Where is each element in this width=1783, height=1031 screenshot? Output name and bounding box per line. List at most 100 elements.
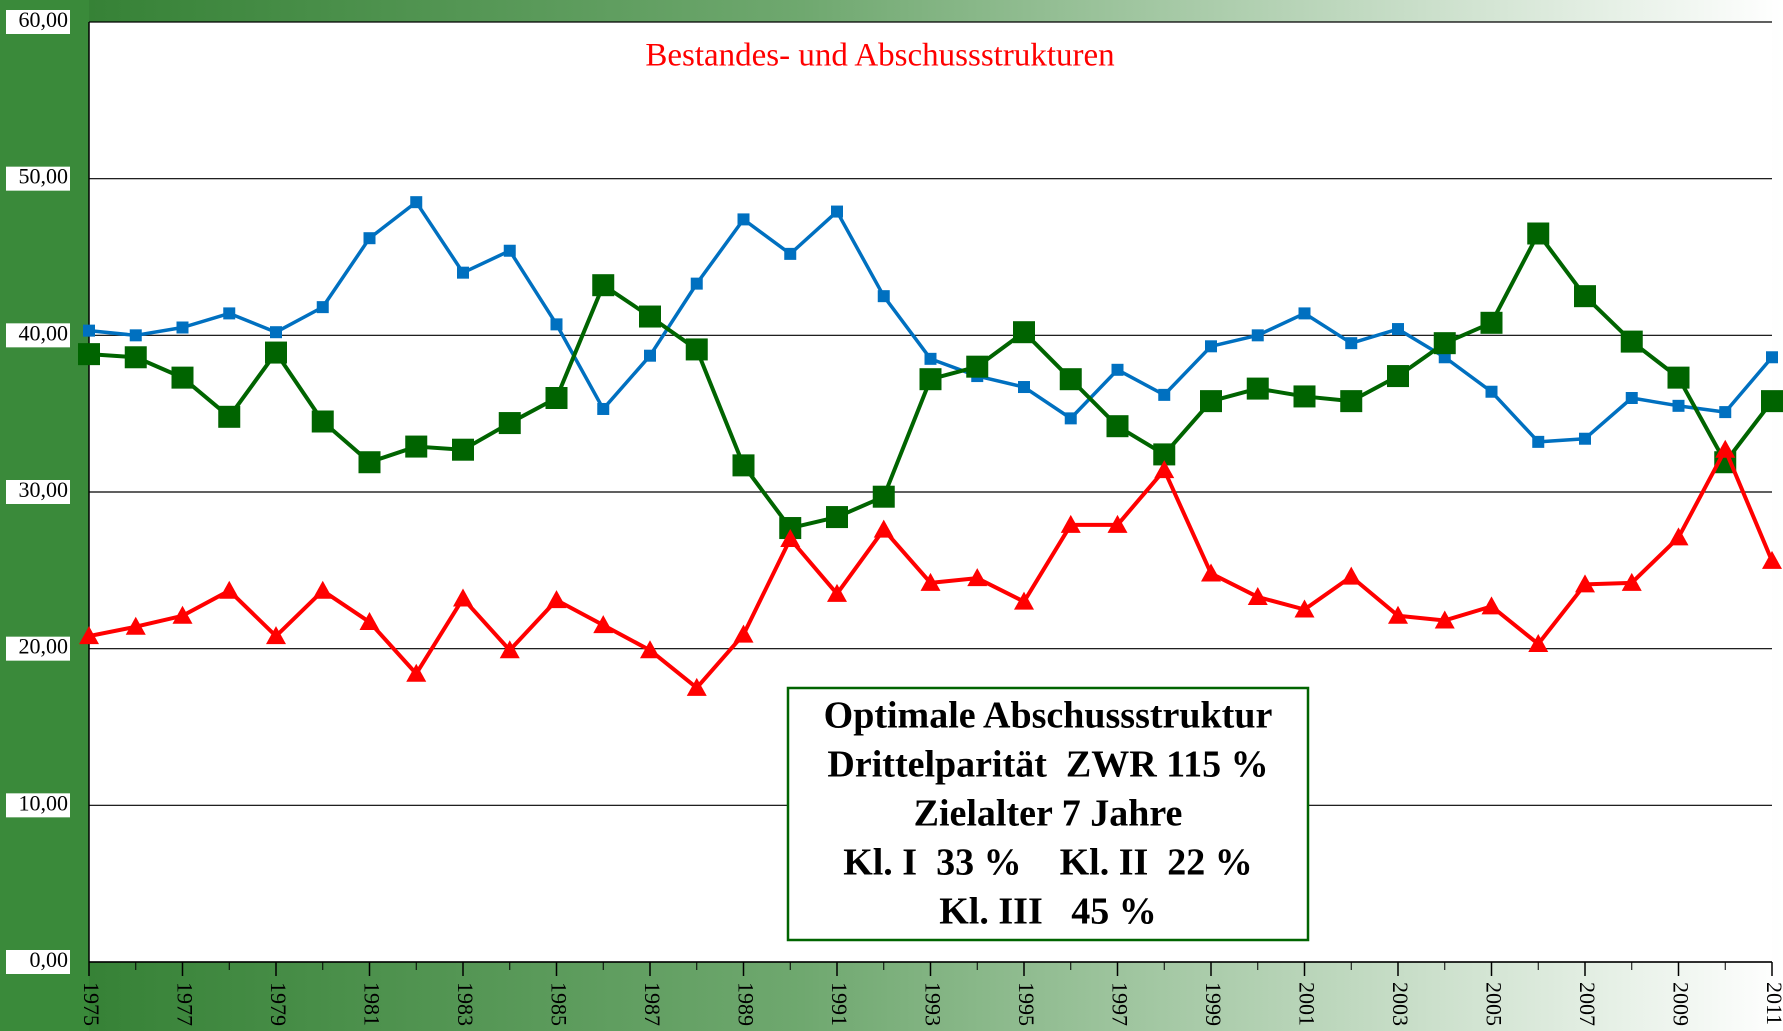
point-marker	[498, 412, 521, 435]
point-marker	[316, 301, 329, 314]
point-marker	[592, 274, 615, 297]
point-marker	[358, 451, 381, 474]
y-tick-label: 20,00	[19, 634, 69, 659]
x-tick-label: 1997	[1107, 982, 1132, 1026]
point-marker	[1014, 591, 1034, 610]
x-tick-label: 1981	[359, 982, 384, 1026]
point-marker	[779, 517, 802, 540]
point-marker	[1013, 321, 1035, 344]
point-marker	[966, 355, 989, 378]
x-tick-label: 2009	[1668, 982, 1693, 1026]
point-marker	[1341, 566, 1362, 585]
y-tick-label: 50,00	[19, 164, 69, 189]
annotation-box	[786, 686, 1310, 942]
point-marker	[1251, 329, 1264, 342]
point-marker	[1480, 311, 1503, 334]
point-marker	[733, 624, 754, 643]
annotation-line: Optimale Abschussstruktur	[824, 695, 1273, 737]
point-marker	[1106, 415, 1129, 438]
point-marker	[499, 640, 520, 659]
point-marker	[1200, 390, 1222, 413]
point-marker	[827, 583, 847, 602]
point-marker	[1481, 596, 1502, 615]
point-marker	[1154, 460, 1175, 479]
point-marker	[685, 338, 708, 361]
point-marker	[686, 677, 707, 696]
annotation-line: Kl. I 33 % Kl. II 22 %	[843, 842, 1253, 884]
chart-title: Bestandes- und Abschussstrukturen	[645, 38, 1114, 74]
point-marker	[737, 213, 750, 226]
point-marker	[453, 588, 473, 607]
point-marker	[1205, 340, 1217, 353]
left-strip	[0, 0, 89, 1031]
point-marker	[831, 205, 843, 218]
y-tick-label: 0,00	[30, 947, 69, 972]
y-tick-label-bg	[6, 793, 70, 818]
point-marker	[1387, 365, 1409, 388]
x-tick-label: 1987	[640, 982, 665, 1026]
point-marker	[1246, 377, 1269, 400]
point-marker	[223, 307, 236, 320]
x-tick-label: 1977	[172, 982, 197, 1026]
point-marker	[1438, 351, 1451, 364]
x-tick-label: 2001	[1294, 982, 1319, 1026]
point-marker	[1294, 599, 1315, 618]
point-marker	[1293, 385, 1316, 408]
x-tick-label: 2003	[1388, 982, 1413, 1026]
point-marker	[129, 329, 142, 342]
point-marker	[1392, 323, 1404, 336]
annotation-line: Drittelparität ZWR 115 %	[827, 744, 1268, 786]
point-marker	[1485, 385, 1498, 398]
point-marker	[1345, 337, 1358, 350]
point-marker	[1620, 330, 1643, 353]
point-marker	[924, 352, 937, 365]
x-tick-label: 2005	[1481, 982, 1506, 1026]
point-marker	[873, 519, 894, 538]
point-marker	[1298, 307, 1311, 320]
point-marker	[1528, 633, 1549, 652]
x-tick-label: 2007	[1575, 982, 1600, 1026]
point-marker	[1668, 527, 1689, 546]
point-marker	[1762, 550, 1782, 569]
point-marker	[311, 410, 334, 433]
point-marker	[1625, 392, 1638, 404]
x-tick-label: 1983	[453, 982, 478, 1026]
point-marker	[1621, 572, 1642, 591]
point-marker	[125, 616, 146, 635]
y-tick-label-bg	[6, 480, 70, 504]
point-marker	[172, 605, 193, 624]
point-marker	[1340, 390, 1363, 413]
point-marker	[83, 324, 95, 337]
point-marker	[1434, 610, 1455, 629]
point-marker	[78, 343, 100, 366]
x-tick-label: 1975	[79, 982, 104, 1026]
y-tick-label: 30,00	[19, 477, 69, 502]
point-marker	[784, 247, 797, 260]
x-tick-label: 1991	[827, 982, 852, 1026]
point-marker	[219, 580, 240, 599]
point-marker	[639, 305, 661, 328]
point-marker	[1111, 363, 1124, 376]
point-marker	[1574, 285, 1596, 308]
point-marker	[545, 387, 568, 409]
point-marker	[312, 580, 333, 599]
x-tick-label: 1979	[266, 982, 291, 1026]
point-marker	[410, 196, 423, 209]
point-marker	[967, 568, 988, 587]
point-marker	[1059, 368, 1082, 391]
point-marker	[1672, 399, 1685, 412]
point-marker	[218, 405, 241, 428]
point-marker	[1388, 605, 1408, 624]
point-marker	[1153, 443, 1176, 466]
y-tick-label: 10,00	[19, 790, 69, 815]
point-marker	[644, 349, 656, 362]
x-tick-label: 2011	[1762, 982, 1783, 1025]
point-marker	[690, 277, 703, 290]
point-marker	[124, 346, 147, 369]
point-marker	[1158, 388, 1171, 401]
y-tick-label: 60,00	[19, 7, 69, 32]
annotation-line: Zielalter 7 Jahre	[914, 793, 1183, 835]
point-marker	[270, 326, 282, 339]
point-marker	[1064, 412, 1077, 425]
